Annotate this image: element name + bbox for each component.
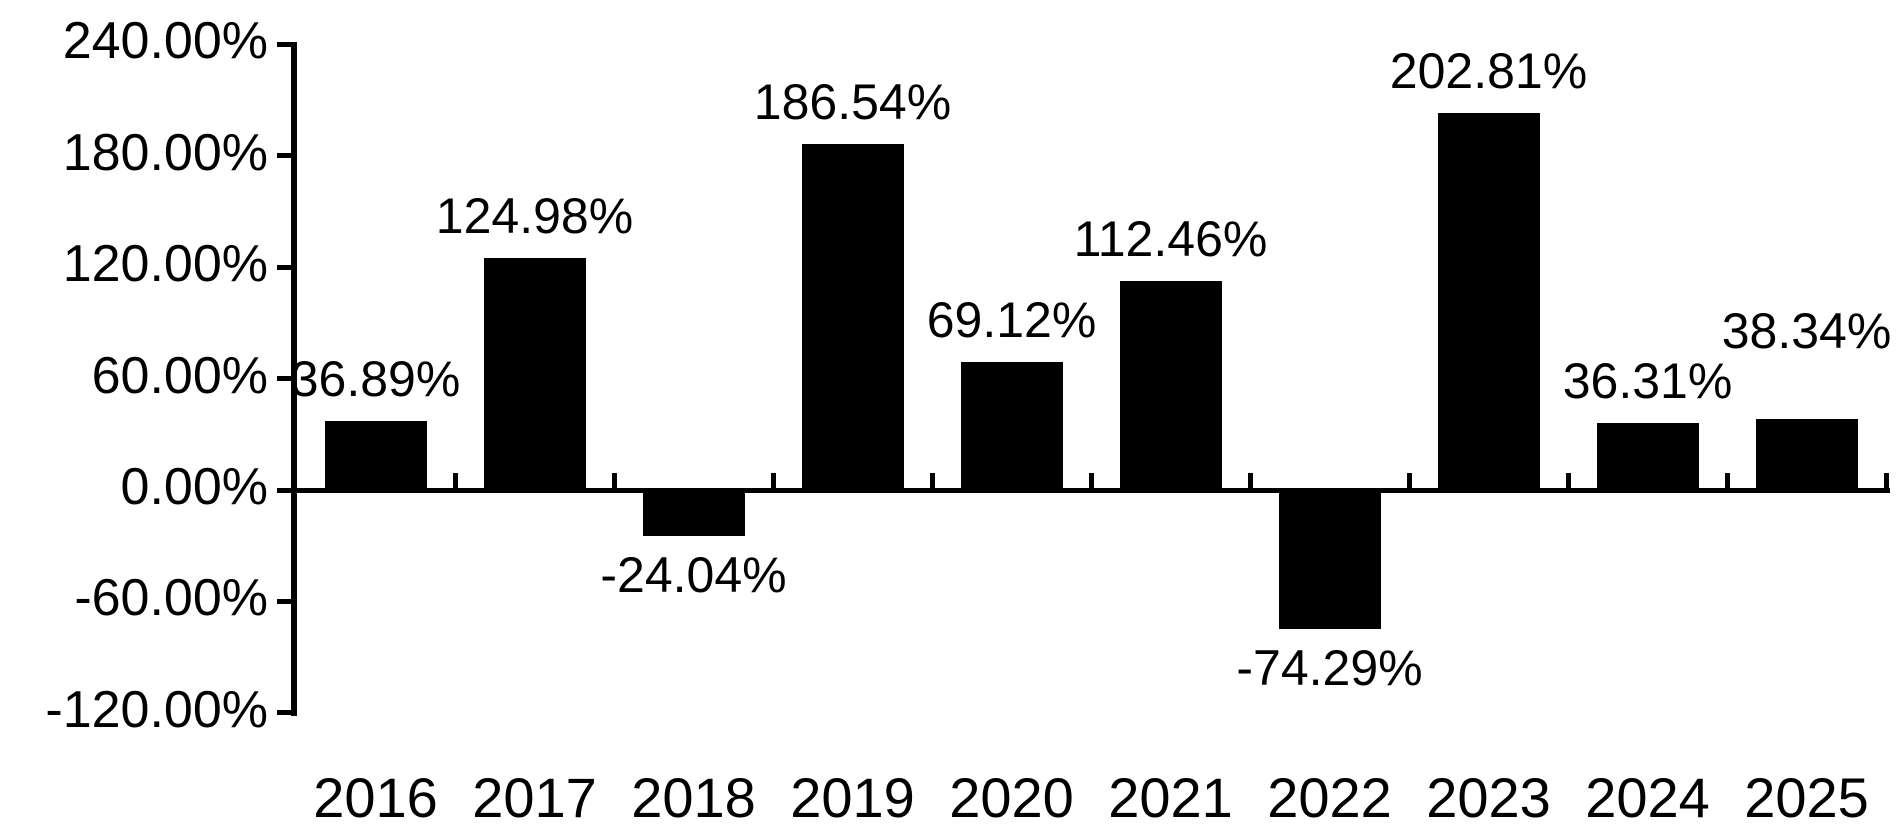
bar-2019 [801,143,904,490]
data-label-2024: 36.31% [1562,352,1733,409]
x-axis-label-2022: 2022 [1267,766,1392,829]
x-axis-label-2020: 2020 [949,766,1074,829]
bar-2020 [960,361,1063,490]
y-axis-tick-label: 0.00% [120,458,268,516]
data-label-2018: -24.04% [600,546,787,603]
x-axis-label-2016: 2016 [313,766,438,829]
x-axis-tick [770,473,776,488]
x-axis-label-2017: 2017 [472,766,597,829]
x-axis-tick [1088,473,1094,488]
x-axis-label-2021: 2021 [1108,766,1233,829]
y-axis-tick-label: 180.00% [62,123,268,182]
data-label-2017: 124.98% [435,187,634,244]
x-axis-tick [1883,473,1889,488]
data-label-2022: -74.29% [1236,639,1423,696]
y-axis-tick-label: 120.00% [62,235,268,294]
y-axis-tick-label: -60.00% [74,569,268,628]
x-axis-label-2023: 2023 [1426,766,1551,829]
x-axis-tick [452,473,458,488]
y-axis-tick-label: 60.00% [91,346,268,405]
x-axis-tick [611,473,617,488]
data-label-2019: 186.54% [753,73,952,130]
x-axis-tick [1406,473,1412,488]
x-axis-tick [1565,473,1571,488]
y-axis-line [291,42,297,716]
bar-2024 [1596,422,1699,490]
y-axis-tick [277,376,291,382]
data-label-2016: 36.89% [290,351,461,408]
y-axis-tick [277,153,291,159]
x-axis-tick [929,473,935,488]
x-axis-label-2019: 2019 [790,766,915,829]
y-axis-tick [277,710,291,716]
x-axis-line [277,488,1890,493]
y-axis-tick-label: -120.00% [45,680,268,739]
data-label-2021: 112.46% [1073,211,1268,268]
bar-2017 [483,257,586,490]
x-axis-tick [1724,473,1730,488]
data-label-2020: 69.12% [926,291,1097,348]
data-label-2025: 38.34% [1721,302,1892,359]
bar-2021 [1119,281,1222,490]
bar-2025 [1755,418,1858,490]
y-axis-tick [277,487,291,493]
data-label-2023: 202.81% [1389,43,1588,100]
bar-2022 [1278,491,1381,629]
y-axis-tick [277,598,291,604]
y-axis-tick [277,41,291,47]
bar-2023 [1437,113,1540,490]
y-axis-tick [277,264,291,270]
y-axis-tick-label: 240.00% [62,12,268,71]
bar-2018 [642,491,745,536]
x-axis-tick [1247,473,1253,488]
x-axis-label-2018: 2018 [631,766,756,829]
bar-2016 [324,421,427,490]
x-axis-label-2024: 2024 [1585,766,1710,829]
x-axis-label-2025: 2025 [1744,766,1869,829]
